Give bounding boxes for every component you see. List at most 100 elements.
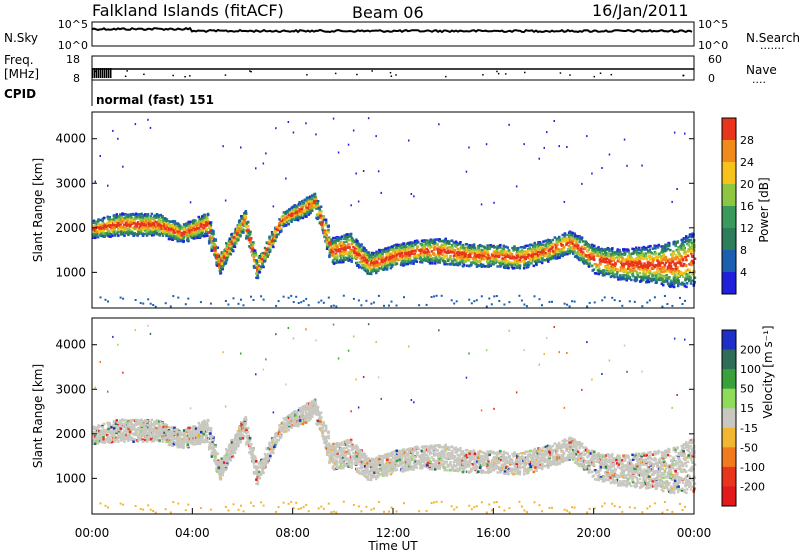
power-cell: [497, 252, 501, 256]
power-cell: [583, 262, 586, 265]
power-cell: [147, 221, 151, 225]
power-cell: [159, 213, 163, 217]
power-cell: [375, 135, 377, 138]
power-cell: [347, 143, 350, 146]
power-cell: [496, 247, 499, 250]
power-cell: [364, 256, 368, 260]
power-cell: [636, 272, 639, 275]
power-cell: [264, 254, 267, 257]
power-cell: [620, 276, 623, 280]
power-cell: [244, 216, 247, 219]
power-cell: [194, 225, 198, 228]
power-cell: [610, 263, 613, 266]
power-cell: [197, 221, 200, 225]
power-cell: [628, 253, 632, 256]
power-cell: [92, 225, 95, 228]
power-cell: [637, 265, 641, 269]
power-cell: [145, 221, 148, 225]
power-cell: [165, 219, 168, 223]
power-cell: [516, 265, 519, 269]
power-cell: [238, 223, 241, 226]
power-cell: [404, 263, 407, 266]
power-cell: [126, 224, 129, 227]
power-cell: [576, 255, 579, 259]
power-cell: [654, 274, 658, 278]
power-cell: [502, 252, 505, 256]
power-cell: [527, 253, 530, 257]
power-cell: [148, 232, 151, 236]
power-cell: [120, 228, 123, 231]
power-cell: [607, 261, 610, 265]
power-cell: [455, 300, 458, 303]
power-cell: [580, 245, 584, 249]
power-cell: [453, 263, 456, 266]
power-cell: [167, 223, 171, 226]
power-cell: [549, 257, 552, 261]
power-cell: [523, 253, 527, 257]
power-cell: [477, 264, 480, 268]
power-cell: [624, 258, 627, 262]
power-cell: [624, 277, 628, 280]
power-cell: [251, 243, 255, 246]
power-cell: [548, 245, 552, 249]
noise-panel: 10^5 10^0 10^5 10^0: [58, 18, 728, 52]
nave-dot: [389, 71, 392, 74]
power-cell: [248, 238, 252, 241]
power-cell: [526, 250, 529, 253]
power-cell: [486, 252, 490, 255]
power-cell: [659, 261, 663, 265]
power-cell: [205, 216, 209, 219]
power-cell: [450, 299, 453, 302]
power-cell: [632, 264, 635, 267]
power-cell: [224, 199, 227, 202]
power-cell: [433, 253, 436, 256]
power-cell: [551, 246, 554, 249]
power-cell: [255, 259, 259, 263]
power-cell: [152, 233, 156, 237]
power-cell: [263, 259, 266, 263]
power-cell: [601, 167, 603, 169]
power-cell: [332, 247, 335, 251]
power-cell: [480, 295, 483, 298]
power-cell: [117, 228, 121, 232]
power-cell: [480, 203, 483, 206]
power-cell: [149, 231, 153, 235]
power-cell: [646, 264, 650, 268]
power-cell: [516, 262, 519, 266]
power-cell: [132, 217, 136, 221]
power-cell: [155, 220, 158, 224]
power-cell: [107, 221, 110, 225]
power-cell: [592, 249, 595, 252]
power-cell: [548, 239, 552, 242]
power-cell: [654, 252, 658, 255]
power-cell: [187, 238, 190, 242]
power-cell: [476, 254, 479, 257]
power-cell: [430, 296, 433, 298]
power-cell: [437, 261, 440, 264]
power-cell: [373, 261, 376, 265]
power-cell: [604, 265, 607, 269]
power-cell: [348, 235, 351, 238]
power-cell: [307, 213, 311, 216]
power-cell: [353, 239, 357, 242]
nave-dot: [569, 74, 571, 76]
power-cell: [119, 226, 123, 229]
power-cell: [106, 228, 109, 231]
power-cell: [433, 238, 437, 241]
power-cell: [226, 244, 230, 248]
power-cell: [374, 253, 377, 256]
power-cell: [167, 237, 171, 241]
power-cell: [130, 230, 134, 233]
nave-dot: [497, 72, 500, 75]
power-cell: [295, 215, 298, 219]
power-cell: [301, 199, 304, 203]
power-cell: [164, 302, 167, 305]
power-cell: [198, 218, 201, 221]
power-cell: [486, 244, 489, 247]
power-cell: [602, 257, 606, 261]
power-cell: [611, 251, 614, 254]
power-cell: [162, 219, 165, 223]
power-cell: [355, 249, 359, 252]
power-cell: [350, 204, 352, 207]
power-cell: [208, 242, 211, 245]
